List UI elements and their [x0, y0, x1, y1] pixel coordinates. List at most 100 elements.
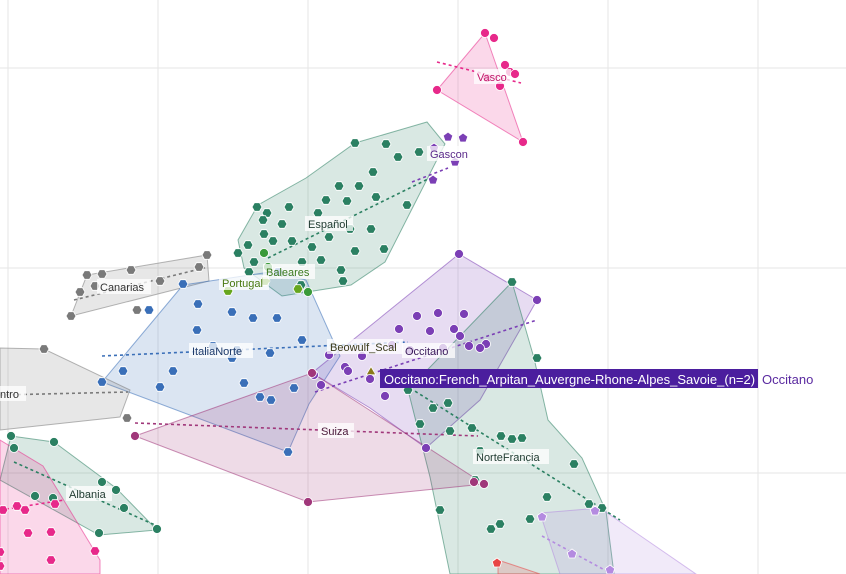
data-point-espa-ol[interactable] [232, 248, 244, 258]
data-point-vasco[interactable] [510, 69, 520, 79]
data-point-nortefrancia[interactable] [506, 277, 518, 287]
data-point-occitano[interactable] [412, 311, 422, 321]
data-point-espa-ol[interactable] [337, 276, 349, 286]
data-point-espa-ol[interactable] [401, 200, 413, 210]
data-point-italianorte[interactable] [226, 307, 238, 317]
data-point-albania[interactable] [111, 485, 121, 495]
data-point-sureste[interactable] [536, 511, 548, 522]
data-point-italianorte[interactable] [177, 279, 189, 289]
data-point-nortefrancia[interactable] [516, 433, 528, 443]
data-point-espa-ol[interactable] [378, 244, 390, 254]
data-point-albania[interactable] [6, 431, 16, 441]
data-point-baleares[interactable] [303, 287, 313, 297]
data-point-italianorte[interactable] [265, 395, 277, 405]
data-point-espa-ol[interactable] [341, 196, 353, 206]
data-point-occitano[interactable] [532, 295, 542, 305]
data-point-espa-ol[interactable] [333, 181, 345, 191]
data-point-espa-ol[interactable] [335, 265, 347, 275]
data-point-albania[interactable] [119, 503, 129, 513]
data-point-vasco[interactable] [518, 137, 528, 147]
data-point-sur[interactable] [89, 546, 101, 556]
data-point-espa-ol[interactable] [370, 192, 382, 202]
data-point-rojo[interactable] [491, 557, 503, 568]
data-point-vasco[interactable] [480, 28, 490, 38]
data-point-italianorte[interactable] [254, 392, 266, 402]
data-point-italianorte[interactable] [282, 447, 294, 457]
data-point-vasco[interactable] [489, 33, 499, 43]
data-point-espa-ol[interactable] [257, 215, 269, 225]
data-point-nortefrancia[interactable] [568, 459, 580, 469]
data-point-nortefrancia[interactable] [442, 398, 454, 408]
data-point-nortefrancia[interactable] [531, 353, 543, 363]
data-point-nortefrancia[interactable] [583, 499, 595, 509]
data-point-albania[interactable] [9, 443, 19, 453]
data-point-espa-ol[interactable] [283, 202, 295, 212]
data-point-sur[interactable] [0, 561, 6, 571]
data-point-occitano[interactable] [475, 343, 485, 353]
data-point-gascon[interactable] [442, 131, 454, 142]
data-point-nortefrancia[interactable] [466, 423, 478, 433]
data-point-espa-ol[interactable] [380, 139, 392, 149]
data-point-italianorte[interactable] [167, 366, 179, 376]
data-point-albania[interactable] [94, 528, 104, 538]
data-point-albania[interactable] [97, 477, 107, 487]
data-point-occitano[interactable] [421, 443, 431, 453]
data-point-espa-ol[interactable] [267, 236, 279, 246]
data-point-nortefrancia[interactable] [495, 431, 507, 441]
data-point-espa-ol[interactable] [353, 181, 365, 191]
data-point-sur[interactable] [49, 499, 61, 509]
data-point-nortefrancia[interactable] [434, 505, 446, 515]
data-point-italianorte[interactable] [117, 366, 129, 376]
data-point-sur[interactable] [22, 528, 34, 538]
data-point-italianorte[interactable] [96, 377, 108, 387]
data-point-suiza[interactable] [130, 431, 140, 441]
data-point-nortefrancia[interactable] [444, 426, 456, 436]
data-point-suiza[interactable] [469, 477, 479, 487]
data-point-canarias[interactable] [96, 269, 108, 279]
data-point-occitano[interactable] [394, 324, 404, 334]
data-point-espa-ol[interactable] [276, 219, 288, 229]
data-point-suiza[interactable] [307, 368, 317, 378]
data-point-nortefrancia[interactable] [427, 403, 439, 413]
data-point-suiza[interactable] [303, 497, 313, 507]
data-point-occitano[interactable] [454, 249, 464, 259]
data-point-occitano[interactable] [343, 366, 353, 376]
data-point-albania[interactable] [30, 491, 40, 501]
data-point-espa-ol[interactable] [392, 152, 404, 162]
data-point-sureste[interactable] [604, 564, 616, 574]
data-point-canarias[interactable] [131, 305, 143, 315]
data-point-occitano[interactable] [433, 308, 443, 318]
data-point-sur[interactable] [45, 555, 57, 565]
data-point-nortefrancia[interactable] [494, 519, 506, 529]
data-point-italianorte[interactable] [154, 382, 166, 392]
data-point-albania[interactable] [152, 524, 162, 534]
data-point-occitano[interactable] [464, 341, 474, 351]
data-point-canarias[interactable] [125, 265, 137, 275]
data-point-italianorte[interactable] [238, 378, 250, 388]
data-point-canarias[interactable] [65, 311, 77, 321]
data-point-espa-ol[interactable] [315, 255, 327, 265]
data-point-espa-ol[interactable] [258, 229, 270, 239]
data-point-occitano[interactable] [316, 380, 326, 390]
data-point-occitano[interactable] [365, 374, 375, 384]
data-point-nortefrancia[interactable] [414, 419, 426, 429]
data-point-italianorte[interactable] [271, 313, 283, 323]
data-point-sur[interactable] [0, 547, 6, 557]
data-point-italianorte[interactable] [288, 383, 300, 393]
data-point-italianorte[interactable] [247, 313, 259, 323]
data-point-gascon[interactable] [457, 132, 469, 143]
data-point-sur[interactable] [45, 527, 57, 537]
data-point-espa-ol[interactable] [349, 138, 361, 148]
data-point-italianorte[interactable] [264, 348, 276, 358]
data-point-canarias[interactable] [81, 270, 93, 280]
data-point-sureste[interactable] [566, 548, 578, 559]
data-point-espa-ol[interactable] [242, 240, 254, 250]
data-point-espa-ol[interactable] [323, 232, 335, 242]
data-point-canarias[interactable] [74, 287, 86, 297]
data-point-italianorte[interactable] [191, 325, 203, 335]
data-point-espa-ol[interactable] [365, 224, 377, 234]
data-point-occitano[interactable] [455, 331, 465, 341]
data-point-nortefrancia[interactable] [541, 492, 553, 502]
data-point-suiza[interactable] [479, 479, 489, 489]
